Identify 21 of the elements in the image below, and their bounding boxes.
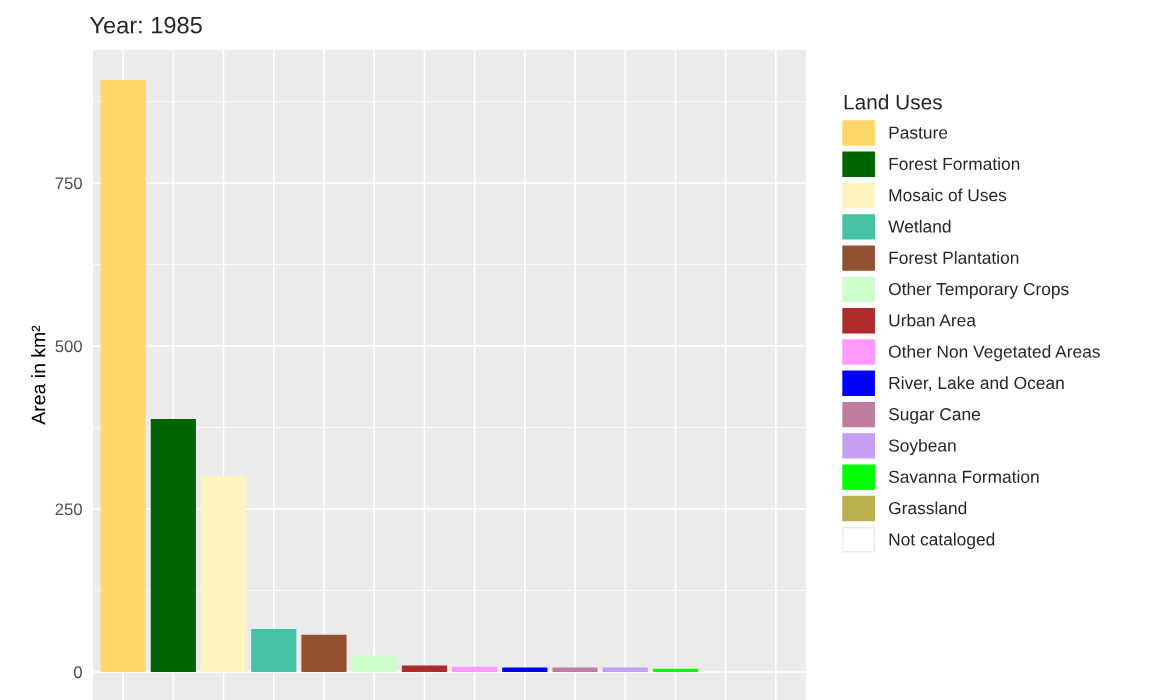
y-tick-label: 750: [55, 177, 82, 190]
legend-title: Land Uses: [844, 94, 942, 110]
legend-label: Sugar Cane: [888, 408, 981, 424]
legend-label: Grassland: [889, 501, 967, 515]
legend-label: Forest Plantation: [889, 251, 1019, 264]
legend-label: Urban Area: [889, 313, 976, 327]
legend-label: Other Temporary Crops: [888, 282, 1069, 299]
y-axis-title: Area in km²: [31, 325, 46, 425]
legend-label: Other Non Vegetated Areas: [888, 345, 1100, 362]
legend-label: Soybean: [888, 438, 956, 456]
legend-label: Pasture: [889, 126, 948, 139]
legend-label: Wetland: [888, 219, 951, 233]
y-tick-label: 500: [55, 340, 82, 353]
y-tick-label: 0: [73, 666, 82, 679]
legend-label: Forest Formation: [889, 157, 1020, 171]
y-tick-label: 250: [55, 503, 82, 516]
legend-label: Mosaic of Uses: [889, 188, 1007, 202]
chart-title: Year: 1985: [89, 16, 202, 34]
legend-label: River, Lake and Ocean: [889, 376, 1064, 392]
legend-label: Savanna Formation: [888, 470, 1039, 483]
legend-label: Not cataloged: [889, 532, 995, 549]
